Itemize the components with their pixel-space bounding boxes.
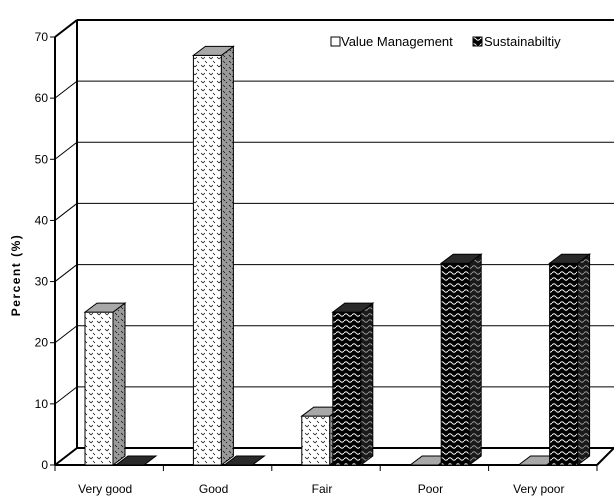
- legend-label-value-management: Value Management: [341, 34, 453, 49]
- y-tick-label: 30: [35, 275, 49, 289]
- y-axis-label: Percent (%): [9, 234, 23, 317]
- bar-top: [222, 455, 266, 466]
- bar: [222, 455, 266, 466]
- bar-side: [468, 253, 482, 466]
- bar-top: [83, 302, 127, 313]
- bar: [114, 455, 158, 466]
- bars: [83, 45, 592, 466]
- y-axis: 0 10 20 30 40 50 60 70: [35, 30, 55, 472]
- legend-swatch-sustainability: [472, 36, 483, 47]
- bar-top: [548, 253, 592, 264]
- gridline-side: [54, 80, 78, 99]
- bar-side: [220, 45, 234, 466]
- legend-label-sustainability: Sustainabiltiy: [484, 34, 561, 49]
- gridline-side: [54, 19, 78, 38]
- x-tick-label: Very good: [78, 482, 132, 496]
- x-tick-label: Good: [199, 482, 228, 496]
- y-tick-label: 0: [41, 458, 48, 472]
- bar: [331, 302, 375, 466]
- y-tick-label: 50: [35, 152, 49, 166]
- gridline-side: [54, 325, 78, 344]
- bar: [439, 253, 483, 466]
- bar-front: [192, 54, 222, 466]
- y-tick-label: 10: [35, 397, 49, 411]
- legend-swatch-value-management: [330, 36, 341, 47]
- bar: [191, 45, 235, 466]
- bar-front: [440, 262, 470, 466]
- bar-front: [84, 311, 114, 466]
- x-axis: Very good Good Fair Poor Very poor: [54, 465, 598, 496]
- bar: [83, 302, 127, 466]
- bar-side: [112, 302, 126, 466]
- bar: [548, 253, 592, 466]
- bar-front: [301, 415, 331, 466]
- bar-top: [191, 45, 235, 56]
- gridline-side: [54, 203, 78, 221]
- legend: Value Management Sustainabiltiy: [330, 34, 561, 49]
- bar-front: [332, 311, 362, 466]
- x-tick-label: Very poor: [513, 482, 564, 496]
- x-tick-label: Fair: [312, 482, 333, 496]
- y-tick-label: 20: [35, 336, 49, 350]
- bar-front: [549, 262, 579, 466]
- gridline-side: [54, 264, 78, 282]
- gridline-side: [54, 386, 78, 405]
- y-tick-label: 60: [35, 91, 49, 105]
- bar-top: [331, 302, 375, 313]
- floor-right: [596, 447, 614, 466]
- x-tick-label: Poor: [418, 482, 443, 496]
- bar-top: [439, 253, 483, 264]
- gridline-side: [54, 141, 78, 160]
- bar-side: [360, 302, 374, 466]
- floor-left: [54, 447, 78, 466]
- y-tick-label: 70: [35, 30, 49, 44]
- y-tick-label: 40: [35, 213, 49, 227]
- bar-top: [114, 455, 158, 466]
- bar-side: [577, 253, 591, 466]
